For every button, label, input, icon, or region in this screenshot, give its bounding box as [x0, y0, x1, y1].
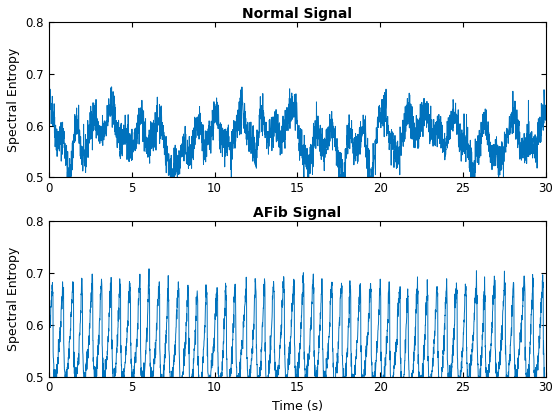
X-axis label: Time (s): Time (s) [272, 400, 323, 413]
Y-axis label: Spectral Entropy: Spectral Entropy [7, 247, 20, 351]
Title: AFib Signal: AFib Signal [253, 206, 342, 220]
Y-axis label: Spectral Entropy: Spectral Entropy [7, 47, 20, 152]
Title: Normal Signal: Normal Signal [242, 7, 352, 21]
